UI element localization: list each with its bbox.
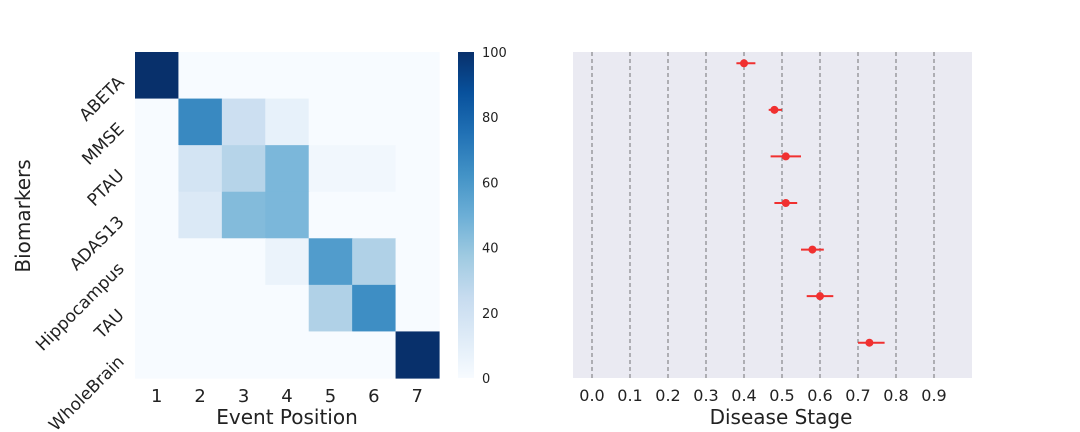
heatmap-y-tick: PTAU [84,166,129,211]
scatter-x-tick: 0.2 [655,386,680,405]
scatter-x-tick: 0.7 [845,386,870,405]
heatmap-cell [221,284,266,333]
heatmap-cell [221,145,266,193]
heatmap-cell [265,191,310,239]
heatmap-x-tick: 2 [194,386,205,407]
heatmap-cell [352,191,397,239]
heatmap-cell [178,145,223,193]
heatmap-cell [308,238,353,286]
scatter-plot-area [573,52,972,378]
heatmap-y-tick: WholeBrain [45,352,128,432]
heatmap-cell [178,331,223,379]
heatmap-cell [308,145,353,193]
heatmap-cell [352,145,397,193]
heatmap-cell [395,98,440,146]
heatmap-cell [265,52,310,100]
heatmap-cell [135,98,180,146]
heatmap-cell [395,331,440,379]
heatmap-cell [178,191,223,239]
heatmap-xlabel: Event Position [216,405,358,429]
heatmap-cell [395,191,440,239]
heatmap-cell [395,284,440,333]
colorbar-tick: 20 [482,307,499,322]
heatmap-cell [308,98,353,146]
heatmap-cell [178,52,223,100]
heatmap-cell [135,331,180,379]
scatter-point [808,245,817,254]
heatmap-cell [352,98,397,146]
scatter-x-tick: 0.1 [617,386,642,405]
scatter-point [740,59,748,68]
scatter-x-tick: 0.5 [769,386,794,405]
heatmap-ylabel: Biomarkers [11,159,35,272]
colorbar-tick: 60 [482,176,499,191]
heatmap-cell [135,284,180,333]
heatmap-cell [221,238,266,286]
scatter-x-tick: 0.3 [693,386,718,405]
heatmap-cell [265,238,310,286]
heatmap-cell [265,145,310,193]
heatmap-x-tick: 7 [412,386,423,407]
colorbar-tick: 0 [482,372,490,387]
heatmap-cell [178,238,223,286]
heatmap-cell [135,145,180,193]
heatmap-cell [135,52,180,100]
heatmap-x-tick: 6 [368,386,379,407]
heatmap-cell [352,238,397,286]
heatmap-x-tick: 5 [325,386,336,407]
heatmap-cell [352,284,397,333]
heatmap-cell [135,191,180,239]
heatmap-cell [395,145,440,193]
heatmap-cell [308,52,353,100]
colorbar: 0 20 40 60 80 100 [458,46,507,387]
colorbar-tick: 40 [482,242,499,257]
heatmap-cell [221,52,266,100]
heatmap-chart: 1 2 3 4 5 6 7ABETAMMSEPTAUADAS13HippocampusTAU… [32,52,440,432]
heatmap-x-tick: 1 [151,386,162,407]
heatmap-cell [395,52,440,100]
heatmap-y-tick: TAU [90,306,128,344]
heatmap-x-tick: 4 [281,386,292,407]
heatmap-cell [352,331,397,379]
heatmap-cell [178,98,223,146]
heatmap-cell [308,331,353,379]
heatmap-cell [352,52,397,100]
scatter-point [816,292,824,301]
heatmap-cell [135,238,180,286]
heatmap-y-tick: MMSE [78,119,128,169]
colorbar-gradient [458,52,474,378]
scatter-point [781,152,790,161]
scatter-point [865,338,874,347]
scatter-point [770,105,779,114]
disease-stage-chart: 0.0 0.1 0.2 0.3 0.4 0.5 0.6 0.7 0.8 0.9 [573,52,972,405]
heatmap-cell [308,284,353,333]
heatmap-y-tick: ABETA [76,72,129,125]
heatmap-cell [221,191,266,239]
heatmap-cell [265,331,310,379]
scatter-point [781,199,790,207]
scatter-x-tick: 0.9 [921,386,946,405]
scatter-xlabel: Disease Stage [710,405,853,429]
scatter-x-tick: 0.4 [731,386,756,405]
heatmap-cell [178,284,223,333]
heatmap-cell [221,331,266,379]
colorbar-tick: 80 [482,111,499,126]
heatmap-x-tick: 3 [238,386,249,407]
heatmap-cell [221,98,266,146]
colorbar-tick: 100 [482,46,507,61]
heatmap-cell [265,98,310,146]
heatmap-cell [265,284,310,333]
heatmap-cell [395,238,440,286]
scatter-x-tick: 0.8 [883,386,908,405]
scatter-x-tick: 0.6 [807,386,832,405]
heatmap-cell [308,191,353,239]
scatter-x-tick: 0.0 [579,386,604,405]
